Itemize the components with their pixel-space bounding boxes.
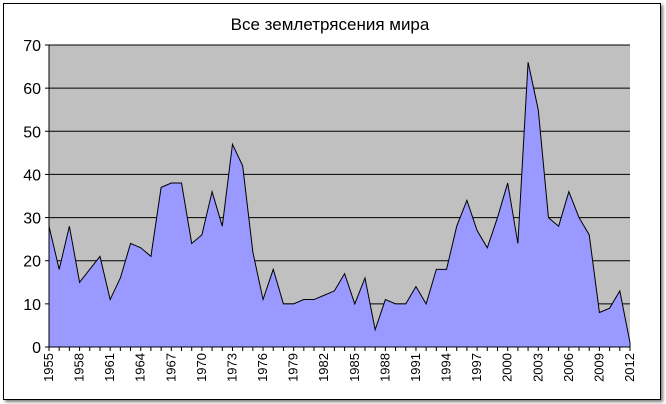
area-series	[48, 62, 631, 348]
x-tick-label: 1967	[163, 353, 178, 382]
x-tick-label: 2003	[530, 353, 545, 382]
x-tick-label: 1961	[102, 353, 117, 382]
x-tick-label: 1988	[377, 353, 392, 382]
x-tick-label: 1973	[224, 353, 239, 382]
y-tick-label: 70	[23, 38, 41, 55]
y-tick-label: 50	[23, 124, 41, 141]
x-tick-label: 1997	[469, 353, 484, 382]
y-tick-label: 40	[23, 167, 41, 184]
x-tick-label: 1976	[255, 353, 270, 382]
x-tick-label: 1955	[41, 353, 56, 382]
x-tick-label: 1958	[72, 353, 87, 382]
x-axis: 1955 1958 1961 1964 1967 1970 1973 1976 1979 1982…	[41, 346, 637, 382]
x-tick-label: 1979	[286, 353, 301, 382]
x-tick-label: 1985	[347, 353, 362, 382]
x-tick-label: 2006	[561, 353, 576, 382]
x-tick-label: 1982	[316, 353, 331, 382]
x-tick-label: 1991	[408, 353, 423, 382]
y-tick-label: 60	[23, 81, 41, 98]
chart-title: Все землетрясения мира	[231, 15, 430, 34]
x-tick-label: 2012	[622, 353, 637, 382]
x-tick-label: 2000	[500, 353, 515, 382]
y-tick-label: 10	[23, 297, 41, 314]
y-tick-label: 20	[23, 254, 41, 271]
x-tick-label: 2009	[591, 353, 606, 382]
chart-frame: Все землетрясения мира 0 10 20 30 40 50 60 70 1…	[3, 3, 661, 400]
area-chart: Все землетрясения мира 0 10 20 30 40 50 60 70 1…	[23, 15, 637, 382]
y-tick-label: 30	[23, 211, 41, 228]
y-tick-label: 0	[32, 340, 41, 357]
x-tick-label: 1994	[439, 353, 454, 382]
x-tick-label: 1970	[194, 353, 209, 382]
y-axis: 0 10 20 30 40 50 60 70	[23, 38, 50, 357]
x-tick-label: 1964	[133, 353, 148, 382]
